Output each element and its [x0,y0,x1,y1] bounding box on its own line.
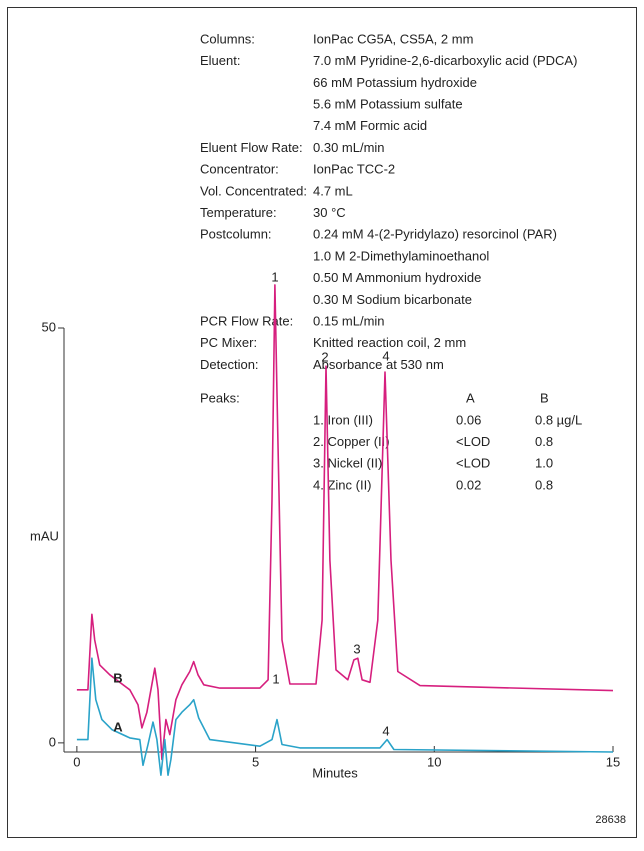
peaks-label: Peaks: [200,391,240,406]
condition-label: Eluent Flow Rate: [200,140,303,155]
condition-label: Eluent: [200,53,240,68]
condition-value: 4.7 mL [313,183,353,198]
condition-value: Absorbance at 530 nm [313,357,444,372]
annotation: 1 [271,269,278,284]
condition-label: Postcolumn: [200,227,272,242]
condition-label: Temperature: [200,205,277,220]
peaks-cell: 4. Zinc (II) [313,477,372,492]
condition-value: 0.50 M Ammonium hydroxide [313,270,481,285]
annotation: B [113,670,122,685]
condition-value: 30 °C [313,205,346,220]
trace [76,284,614,761]
peaks-cell: <LOD [456,434,490,449]
condition-value: 0.15 mL/min [313,314,385,329]
condition-value: 1.0 M 2-Dimethylaminoethanol [313,248,489,263]
peaks-cell: 0.8 µg/L [535,412,582,427]
condition-value: 66 mM Potassium hydroxide [313,75,477,90]
condition-label: Columns: [200,31,255,46]
x-tick-label: 5 [252,754,259,769]
peaks-cell: 3. Nickel (II) [313,456,382,471]
frame [7,7,637,838]
peaks-column: A [466,391,475,406]
peaks-cell: <LOD [456,456,490,471]
annotation: A [113,719,123,734]
figure-number: 28638 [595,814,626,826]
condition-value: 5.6 mM Potassium sulfate [313,97,463,112]
x-tick-label: 15 [606,754,620,769]
condition-label: PC Mixer: [200,335,257,350]
condition-value: IonPac CG5A, CS5A, 2 mm [313,31,473,46]
peaks-cell: 0.8 [535,434,553,449]
condition-label: Vol. Concentrated: [200,183,307,198]
annotation: 2 [321,349,328,364]
condition-value: Knitted reaction coil, 2 mm [313,335,466,350]
condition-value: 0.24 mM 4-(2-Pyridylazo) resorcinol (PAR… [313,227,557,242]
peaks-cell: 0.8 [535,477,553,492]
y-tick-label: 0 [49,734,56,749]
condition-value: 0.30 M Sodium bicarbonate [313,292,472,307]
trace [76,657,614,776]
x-tick-label: 10 [427,754,441,769]
annotation: 4 [382,723,389,738]
annotation: 1 [272,671,279,686]
x-tick-label: 0 [73,754,80,769]
y-tick-label: 50 [42,319,56,334]
y-axis-label: mAU [30,528,59,543]
condition-value: 7.0 mM Pyridine-2,6-dicarboxylic acid (P… [313,53,577,68]
annotation: 3 [353,641,360,656]
condition-value: 7.4 mM Formic acid [313,118,427,133]
peaks-column: B [540,391,549,406]
x-axis-label: Minutes [312,765,358,780]
peaks-cell: 1.0 [535,456,553,471]
condition-value: 0.30 mL/min [313,140,385,155]
condition-label: Detection: [200,357,259,372]
annotation: 4 [382,348,389,363]
peaks-cell: 2. Copper (II) [313,434,390,449]
peaks-cell: 0.02 [456,477,481,492]
condition-label: PCR Flow Rate: [200,314,293,329]
peaks-cell: 1. Iron (III) [313,412,373,427]
condition-value: IonPac TCC-2 [313,162,395,177]
peaks-cell: 0.06 [456,412,481,427]
condition-label: Concentrator: [200,162,279,177]
